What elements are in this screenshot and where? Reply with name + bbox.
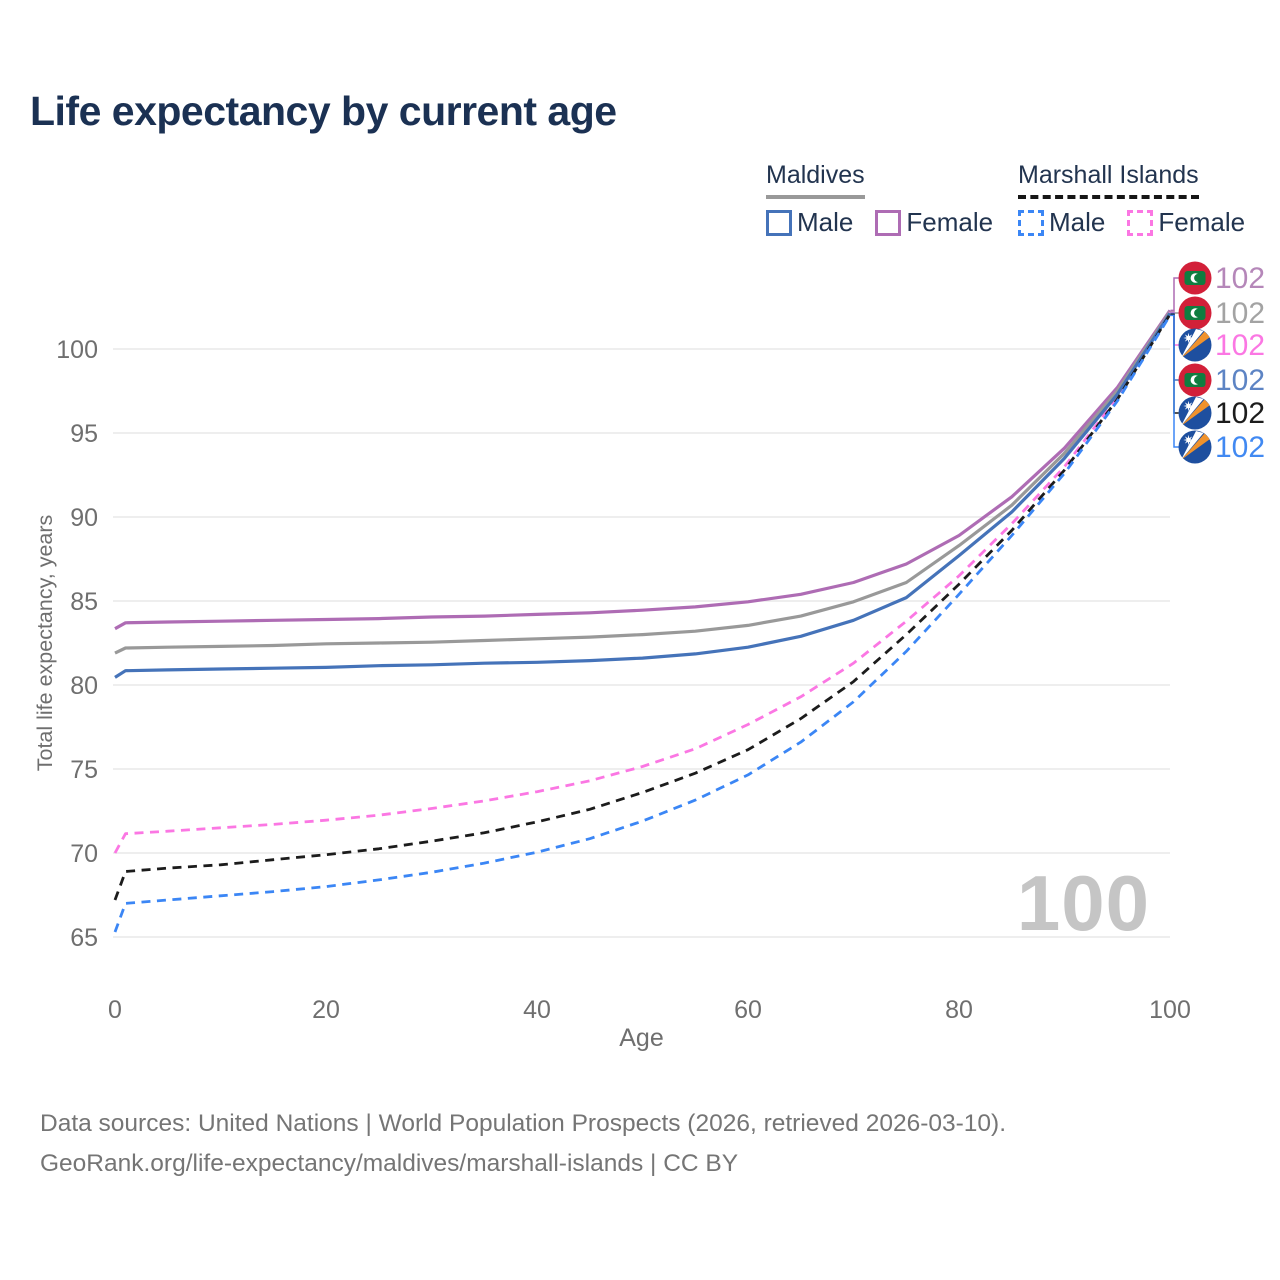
y-tick-label: 85 (70, 588, 98, 616)
series-line-marshall-islands-male[interactable] (113, 314, 1172, 933)
legend-group-title-marshall-islands[interactable]: Marshall Islands (1018, 161, 1199, 199)
y-tick-label: 95 (70, 420, 98, 448)
end-value-label-maldives-female: 102 (1215, 262, 1265, 295)
end-value-label-maldives-male: 102 (1215, 364, 1265, 397)
legend-item-marshall-female[interactable]: Female (1127, 207, 1245, 238)
end-value-label-marshall-islands-total: 102 (1215, 397, 1265, 430)
legend-item-maldives-male[interactable]: Male (766, 207, 853, 238)
y-axis-title: Total life expectancy, years (33, 515, 57, 772)
legend-item-label: Female (906, 207, 994, 237)
maldives-male-swatch-icon (766, 209, 792, 236)
y-tick-label: 100 (56, 336, 98, 364)
age-watermark: 100 (1016, 859, 1150, 947)
series-line-maldives-male[interactable] (114, 312, 1172, 679)
maldives-flag-icon[interactable] (1178, 363, 1212, 397)
x-tick-label: 0 (108, 996, 122, 1024)
y-tick-label: 90 (70, 504, 98, 532)
legend-group-title-maldives[interactable]: Maldives (766, 161, 865, 199)
legend-item-marshall-male[interactable]: Male (1018, 207, 1105, 238)
y-tick-label: 65 (70, 924, 98, 952)
footer: Data sources: United Nations | World Pop… (40, 1104, 1006, 1184)
y-tick-label: 80 (70, 672, 98, 700)
series-line-maldives-total[interactable] (114, 310, 1172, 655)
end-label-connector (1170, 277, 1179, 312)
marshall-female-swatch-icon (1127, 209, 1154, 236)
marshall-islands-flag-icon[interactable] (1178, 430, 1212, 464)
maldives-female-swatch-icon (875, 209, 902, 236)
legend-group-marshall-islands: Marshall Islands Male Female (1018, 161, 1267, 238)
page-title: Life expectancy by current age (30, 88, 617, 134)
y-tick-label: 75 (70, 756, 98, 784)
legend-row-maldives: Male Female (766, 207, 1015, 238)
x-tick-label: 100 (1149, 996, 1191, 1024)
maldives-flag-icon[interactable] (1178, 261, 1212, 295)
series-line-marshall-islands-total[interactable] (113, 313, 1172, 901)
x-tick-label: 60 (734, 996, 762, 1024)
marshall-male-swatch-icon (1018, 209, 1044, 236)
end-label-connector (1170, 314, 1179, 448)
end-value-label-marshall-islands-male: 102 (1215, 431, 1265, 464)
end-value-label-marshall-islands-female: 102 (1215, 329, 1265, 362)
x-tick-label: 20 (312, 996, 340, 1024)
x-tick-label: 40 (523, 996, 551, 1024)
marshall-islands-flag-icon[interactable] (1178, 396, 1212, 430)
series-line-maldives-female[interactable] (114, 309, 1172, 631)
legend-item-maldives-female[interactable]: Female (875, 207, 993, 238)
marshall-islands-flag-icon[interactable] (1178, 328, 1212, 362)
footer-attribution[interactable]: GeoRank.org/life-expectancy/maldives/mar… (40, 1150, 739, 1177)
legend-item-label: Male (797, 207, 854, 237)
y-tick-label: 70 (70, 840, 98, 868)
legend-item-label: Male (1049, 207, 1106, 237)
legend-item-label: Female (1158, 207, 1246, 237)
legend-row-marshall-islands: Male Female (1018, 207, 1267, 238)
footer-data-sources: Data sources: United Nations | World Pop… (40, 1110, 1007, 1137)
series-line-marshall-islands-female[interactable] (113, 311, 1172, 854)
x-tick-label: 80 (945, 996, 973, 1024)
end-value-label-maldives-total: 102 (1215, 297, 1265, 330)
legend-group-maldives: Maldives Male Female (766, 161, 1015, 238)
x-axis-title: Age (619, 1024, 663, 1052)
maldives-flag-icon[interactable] (1178, 296, 1212, 330)
